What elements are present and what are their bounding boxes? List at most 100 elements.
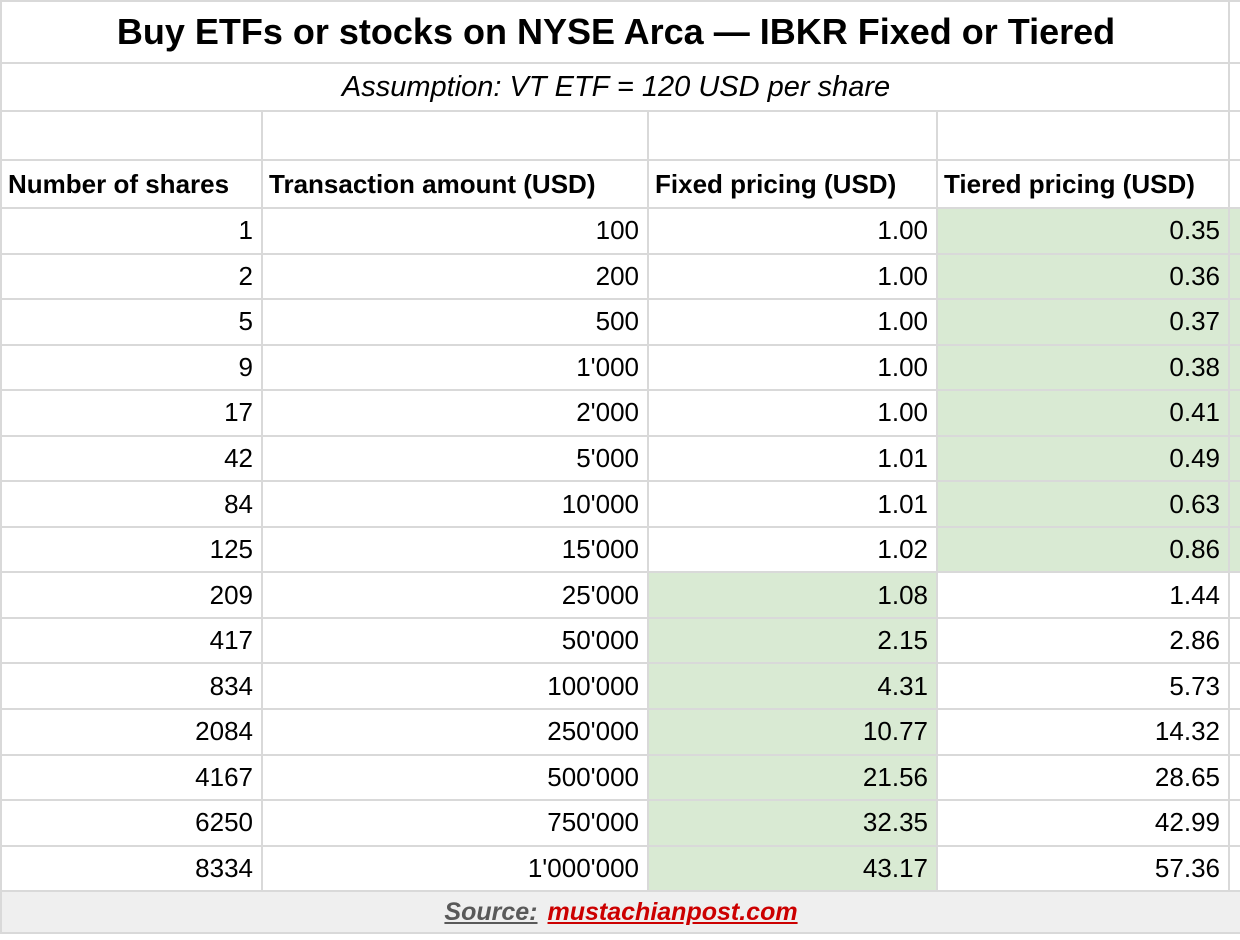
table-row: 6250 750'000 32.35 42.99 [2,801,1240,847]
table-row: 42 5'000 1.01 0.49 [2,436,1240,483]
edge-sliver [1230,161,1240,207]
fixed-cell: 1.08 [649,573,938,617]
fixed-cell: 10.77 [649,710,938,754]
shares-cell: 834 [2,664,263,709]
title-row: Buy ETFs or stocks on NYSE Arca — IBKR F… [2,2,1240,64]
fixed-cell: 4.31 [649,664,938,709]
row-edge-sliver [1230,436,1240,481]
amount-cell: 1'000'000 [263,846,649,891]
tiered-cell: 0.41 [938,391,1230,435]
shares-cell: 42 [2,436,263,481]
tiered-cell: 42.99 [938,801,1230,845]
row-edge-sliver [1230,391,1240,435]
row-edge-sliver [1230,573,1240,617]
tiered-cell: 0.49 [938,436,1230,481]
header-tiered-pricing: Tiered pricing (USD) [938,161,1230,207]
amount-cell: 25'000 [263,573,649,617]
edge-sliver [1228,64,1240,110]
fixed-cell: 1.00 [649,254,938,299]
header-transaction-amount: Transaction amount (USD) [263,161,649,207]
assumption-subtitle: Assumption: VT ETF = 120 USD per share [341,70,891,103]
shares-cell: 417 [2,618,263,663]
fixed-cell: 43.17 [649,846,938,891]
tiered-cell: 2.86 [938,618,1230,663]
row-edge-sliver [1230,209,1240,253]
table-row: 1 100 1.00 0.35 [2,209,1240,255]
fixed-cell: 1.00 [649,300,938,344]
tiered-cell: 14.32 [938,710,1230,754]
table-row: 8334 1'000'000 43.17 57.36 [2,846,1240,893]
source-label: Source: [444,897,538,926]
row-edge-sliver [1230,619,1240,663]
amount-cell: 100 [263,209,649,253]
fixed-cell: 21.56 [649,755,938,800]
page-title: Buy ETFs or stocks on NYSE Arca — IBKR F… [116,11,1116,52]
row-edge-sliver [1230,801,1240,845]
amount-cell: 5'000 [263,436,649,481]
amount-cell: 500'000 [263,755,649,800]
empty-cell [2,112,263,159]
shares-cell: 8334 [2,846,263,891]
source-link[interactable]: mustachianpost.com [547,897,798,926]
row-edge-sliver [1230,664,1240,708]
shares-cell: 84 [2,482,263,526]
amount-cell: 500 [263,300,649,344]
fixed-cell: 1.00 [649,209,938,253]
row-edge-sliver [1230,482,1240,526]
shares-cell: 125 [2,527,263,572]
fixed-cell: 1.00 [649,345,938,390]
shares-cell: 1 [2,209,263,253]
table-body: 1 100 1.00 0.35 2 200 1.00 0.36 5 500 1.… [2,209,1240,893]
shares-cell: 209 [2,573,263,617]
amount-cell: 10'000 [263,482,649,526]
shares-cell: 6250 [2,801,263,845]
amount-cell: 50'000 [263,618,649,663]
shares-cell: 2084 [2,710,263,754]
row-edge-sliver [1230,756,1240,800]
table-row: 417 50'000 2.15 2.86 [2,618,1240,665]
row-edge-sliver [1230,847,1240,891]
table-row: 2084 250'000 10.77 14.32 [2,710,1240,756]
empty-cell [263,112,649,159]
table-row: 209 25'000 1.08 1.44 [2,573,1240,619]
edge-sliver [1230,112,1240,159]
fixed-cell: 2.15 [649,618,938,663]
tiered-cell: 0.38 [938,345,1230,390]
source-footer-row: Source: mustachianpost.com [2,892,1240,935]
row-edge-sliver [1230,527,1240,572]
amount-cell: 750'000 [263,801,649,845]
row-edge-sliver [1230,254,1240,299]
fixed-cell: 1.00 [649,391,938,435]
empty-cell [649,112,938,159]
tiered-cell: 0.86 [938,527,1230,572]
table-row: 17 2'000 1.00 0.41 [2,391,1240,437]
amount-cell: 200 [263,254,649,299]
tiered-cell: 5.73 [938,664,1230,709]
row-edge-sliver [1230,300,1240,344]
amount-cell: 100'000 [263,664,649,709]
empty-cell [938,112,1230,159]
shares-cell: 5 [2,300,263,344]
fixed-cell: 1.01 [649,482,938,526]
edge-sliver [1228,2,1240,62]
table-row: 4167 500'000 21.56 28.65 [2,755,1240,802]
shares-cell: 17 [2,391,263,435]
shares-cell: 9 [2,345,263,390]
table-row: 125 15'000 1.02 0.86 [2,527,1240,574]
header-number-of-shares: Number of shares [2,161,263,207]
fixed-cell: 1.01 [649,436,938,481]
row-edge-sliver [1230,345,1240,390]
amount-cell: 15'000 [263,527,649,572]
amount-cell: 250'000 [263,710,649,754]
shares-cell: 4167 [2,755,263,800]
fixed-cell: 1.02 [649,527,938,572]
tiered-cell: 57.36 [938,846,1230,891]
header-fixed-pricing: Fixed pricing (USD) [649,161,938,207]
table-row: 5 500 1.00 0.37 [2,300,1240,346]
table-row: 84 10'000 1.01 0.63 [2,482,1240,528]
tiered-cell: 28.65 [938,755,1230,800]
table-row: 2 200 1.00 0.36 [2,254,1240,301]
amount-cell: 1'000 [263,345,649,390]
source-line: Source: mustachianpost.com [2,892,1240,932]
